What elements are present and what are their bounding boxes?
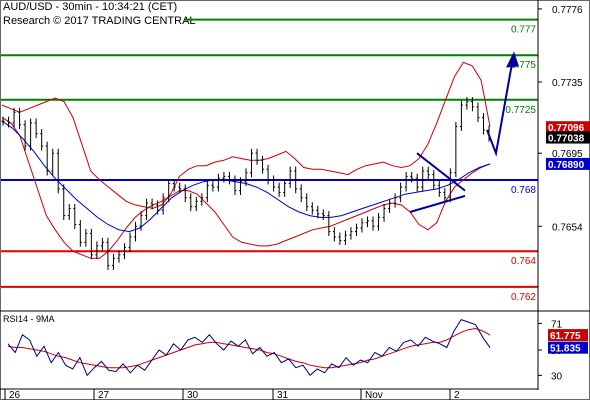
price-badge-moving_average (546, 157, 590, 170)
level-label-support: 0.762 (511, 292, 536, 303)
price-badge-bollinger (546, 121, 590, 134)
price-axis-tick-label: 0.7735 (552, 78, 583, 89)
price-badge-price (546, 131, 590, 144)
rsi-title: RSI14 - 9MA (3, 314, 55, 324)
rsi-badge-label: 61.775 (550, 331, 581, 342)
time-axis-label: Nov (365, 390, 383, 400)
time-axis-label: 26 (9, 390, 21, 400)
price-axis-tick-label: 0.7695 (552, 149, 583, 160)
price-axis-tick-label: 0.7654 (552, 222, 583, 233)
rsi-badge-ma (548, 329, 588, 342)
price-panel: 0.777 0.775 0.7725 0.768 0.764 0.762 (0, 18, 538, 303)
bollinger-upper-line (1, 61, 491, 209)
level-label-resistance: 0.775 (511, 60, 536, 71)
bollinger-lower-line (1, 117, 491, 259)
triangle-lower-line (409, 195, 466, 213)
price-badge-label: 0.77038 (548, 134, 585, 145)
rsi-badge-label: 51.835 (550, 344, 581, 355)
price-badge-label: 0.77096 (548, 123, 585, 134)
time-axis-label: 31 (277, 390, 289, 400)
rsi-line (7, 318, 491, 377)
forecast-arrow-line (486, 63, 513, 157)
time-axis-label: 30 (187, 390, 199, 400)
time-axis-label: 27 (98, 390, 110, 400)
time-axis-label: 2 (454, 390, 460, 400)
research-copyright: Research © 2017 TRADING CENTRAL (3, 15, 196, 27)
rsi-ma-line (7, 327, 491, 369)
chart-symbol-title: AUD/USD - 30min - 10:34:21 (CET) (3, 1, 178, 13)
level-label-support: 0.764 (511, 256, 536, 267)
rsi-panel: RSI14 - 9MA (3, 314, 491, 377)
rsi-axis-tick-label: 71 (551, 319, 563, 330)
rsi-axis-tick-label: 30 (551, 371, 563, 382)
level-label-pivot: 0.768 (511, 185, 536, 196)
level-label-resistance: 0.7725 (505, 105, 536, 116)
price-axis-tick-label: 0.7776 (552, 5, 583, 16)
level-label-resistance: 0.777 (511, 25, 536, 36)
rsi-badge-rsi (548, 341, 588, 354)
forecast-arrowhead (506, 51, 519, 68)
price-badge-label: 0.76890 (548, 160, 585, 171)
triangle-upper-line (416, 152, 466, 192)
